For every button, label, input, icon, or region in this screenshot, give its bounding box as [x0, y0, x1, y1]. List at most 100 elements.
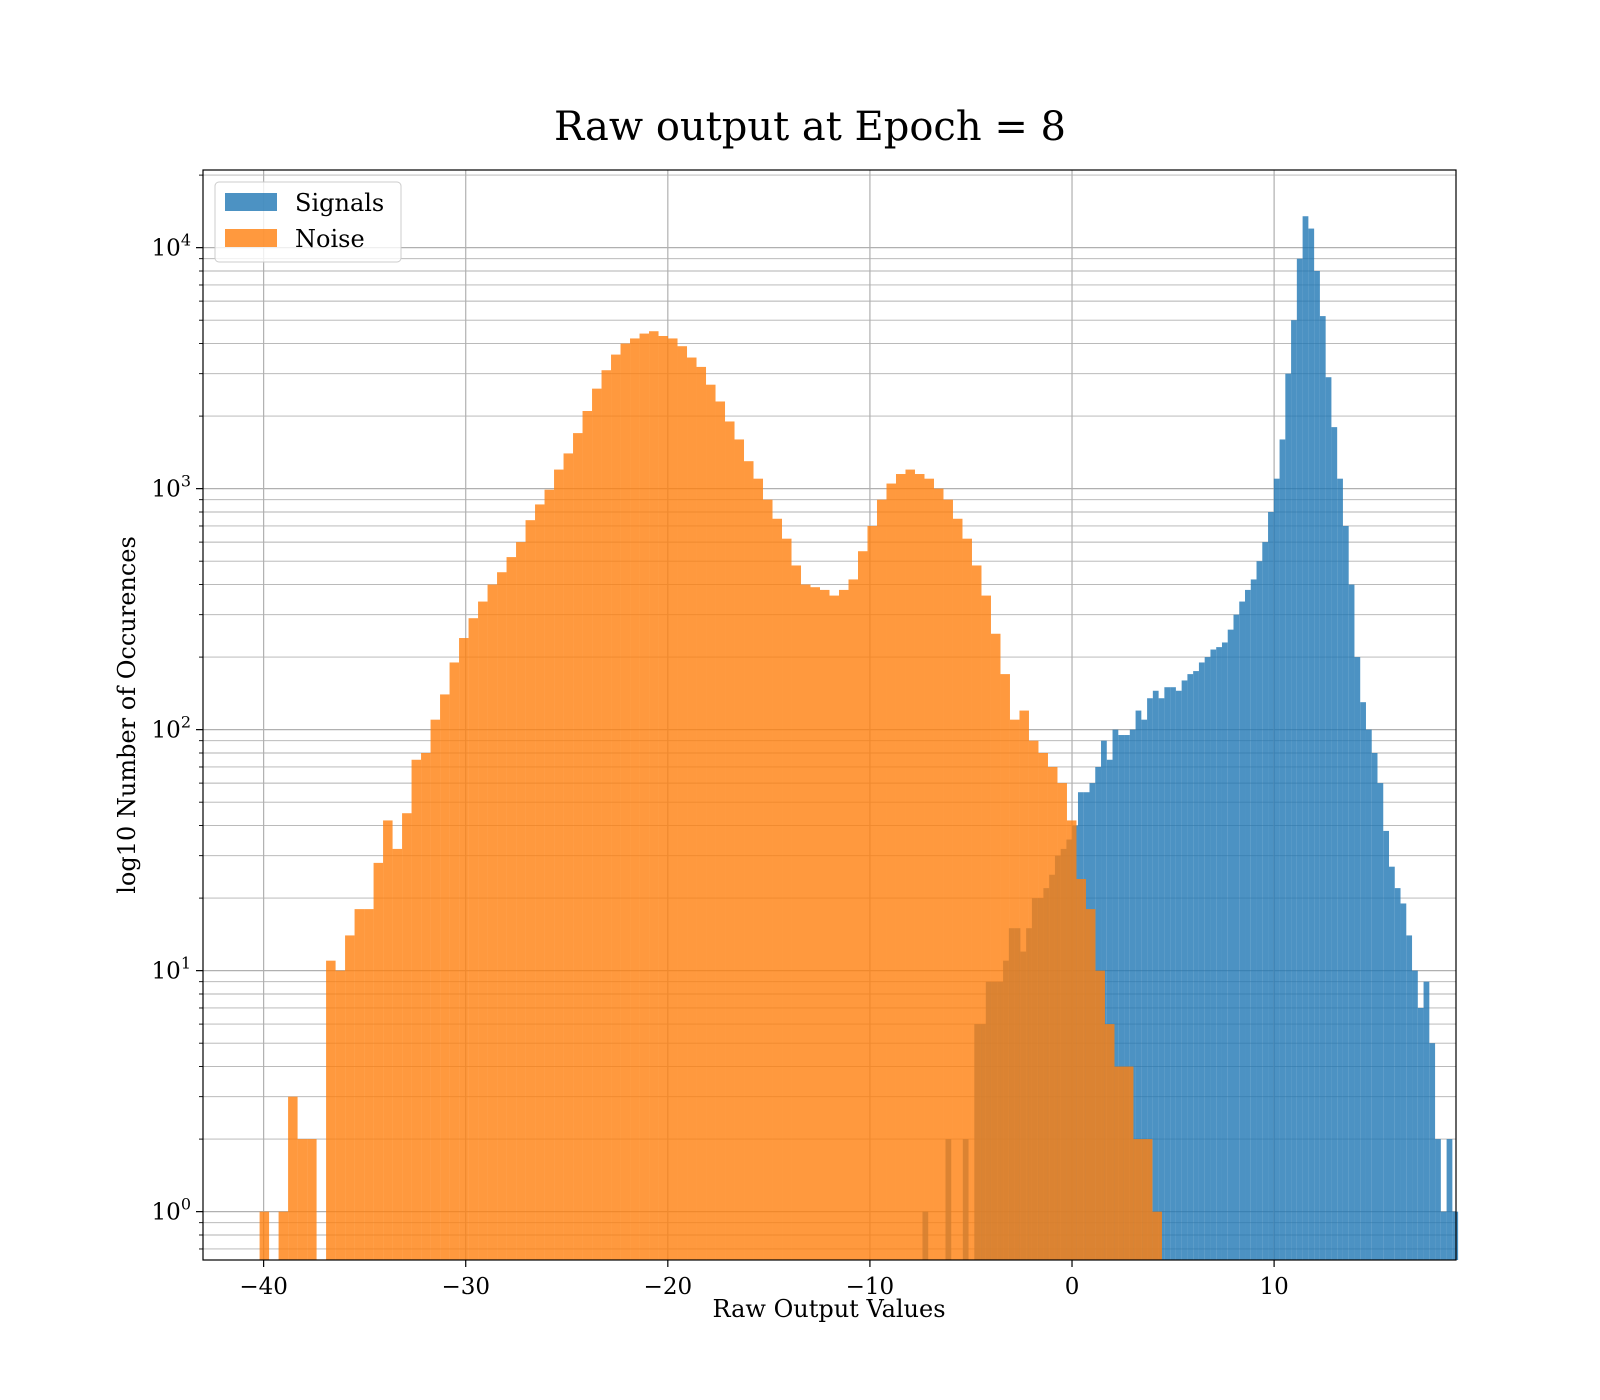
- bar-noise: [297, 1139, 308, 1260]
- bar-noise: [971, 565, 982, 1260]
- bar-signals: [1406, 935, 1413, 1260]
- bar-noise: [630, 338, 640, 1260]
- bar-signals: [1446, 1139, 1453, 1260]
- bar-noise: [763, 499, 773, 1260]
- bar-noise: [383, 820, 393, 1260]
- bar-signals: [1106, 759, 1113, 1260]
- bar-noise: [573, 433, 583, 1260]
- bar-signals: [1302, 216, 1309, 1261]
- bar-noise: [886, 483, 896, 1260]
- bar-signals: [1268, 512, 1274, 1260]
- legend-label-signals: Signals: [295, 189, 384, 217]
- series-noise: [259, 331, 1162, 1261]
- bar-noise: [952, 518, 963, 1260]
- bar-noise: [611, 354, 621, 1261]
- legend: Signals Noise: [214, 181, 402, 263]
- bar-noise: [592, 388, 602, 1260]
- bar-noise: [867, 525, 877, 1260]
- bar-noise: [725, 421, 735, 1261]
- bar-noise: [497, 572, 507, 1260]
- bar-noise: [620, 343, 631, 1260]
- bar-noise: [307, 1139, 317, 1260]
- bar-signals: [1198, 662, 1205, 1260]
- y-tick-label: 103: [152, 472, 191, 503]
- y-tick-label: 101: [152, 954, 191, 985]
- bar-signals: [1365, 729, 1372, 1260]
- bar-signals: [1147, 698, 1153, 1260]
- bar-signals: [1118, 735, 1125, 1260]
- bar-signals: [1239, 601, 1246, 1260]
- bar-noise: [364, 909, 374, 1260]
- axes-frame: [202, 169, 1457, 1261]
- bar-signals: [1256, 561, 1263, 1260]
- bar-signals: [1175, 690, 1182, 1260]
- bar-noise: [858, 551, 868, 1260]
- bar-noise: [449, 662, 460, 1260]
- bar-signals: [1262, 542, 1269, 1260]
- bar-noise: [943, 499, 953, 1260]
- bar-signals: [1354, 657, 1361, 1260]
- bar-signals: [1371, 753, 1378, 1260]
- bar-signals: [1221, 642, 1228, 1260]
- bar-signals: [1291, 320, 1297, 1260]
- bar-noise: [411, 759, 422, 1260]
- bar-signals: [1348, 584, 1355, 1260]
- chart-title: Raw output at Epoch = 8: [554, 104, 1066, 150]
- bar-noise: [563, 453, 574, 1260]
- bar-noise: [459, 638, 469, 1260]
- bar-noise: [990, 633, 1001, 1260]
- bar-signals: [1193, 671, 1199, 1260]
- bar-noise: [810, 587, 820, 1260]
- bar-noise: [1038, 753, 1048, 1260]
- x-tick-label: −10: [846, 1274, 895, 1300]
- bar-noise: [554, 469, 564, 1260]
- bar-noise: [487, 584, 498, 1260]
- bar-noise: [649, 331, 659, 1261]
- bar-noise: [345, 935, 355, 1260]
- bar-signals: [1285, 373, 1292, 1260]
- bar-noise: [278, 1211, 289, 1260]
- bar-signals: [1394, 888, 1401, 1260]
- bar-noise: [421, 753, 431, 1260]
- bar-signals: [1216, 647, 1222, 1260]
- bar-noise: [677, 346, 688, 1261]
- bar-noise: [924, 478, 934, 1260]
- bar-noise: [1009, 719, 1020, 1260]
- bar-noise: [326, 960, 336, 1260]
- bar-signals: [1158, 698, 1165, 1260]
- bar-noise: [478, 601, 488, 1260]
- bar-noise: [1028, 740, 1039, 1260]
- bar-noise: [715, 401, 726, 1261]
- bar-noise: [848, 579, 858, 1260]
- bar-noise: [582, 411, 593, 1260]
- bar-noise: [506, 557, 517, 1260]
- x-tick-label: −30: [441, 1274, 490, 1300]
- bar-signals: [1389, 866, 1395, 1260]
- bar-noise: [687, 357, 697, 1260]
- bar-signals: [1112, 729, 1119, 1260]
- y-tick-label: 104: [152, 231, 191, 262]
- bar-noise: [1104, 1024, 1115, 1260]
- bar-signals: [1227, 629, 1234, 1260]
- bar-signals: [1308, 228, 1315, 1260]
- bar-signals: [1417, 1007, 1424, 1260]
- bar-signals: [1296, 258, 1303, 1260]
- bar-signals: [1279, 439, 1286, 1261]
- bar-signals: [1124, 735, 1130, 1260]
- bar-signals: [1331, 427, 1338, 1260]
- bar-noise: [744, 461, 754, 1260]
- bar-noise: [535, 504, 545, 1260]
- bar-noise: [706, 384, 716, 1260]
- bar-signals: [1245, 589, 1251, 1260]
- y-tick-label: 100: [152, 1195, 191, 1226]
- bar-noise: [839, 589, 849, 1260]
- bar-signals: [1319, 316, 1326, 1261]
- bar-noise: [658, 335, 669, 1260]
- bar-signals: [1412, 970, 1418, 1260]
- bar-noise: [1000, 674, 1010, 1260]
- bar-noise: [1133, 1139, 1143, 1260]
- bar-signals: [1129, 729, 1136, 1260]
- bar-signals: [1135, 710, 1142, 1260]
- bar-signals: [1187, 674, 1194, 1260]
